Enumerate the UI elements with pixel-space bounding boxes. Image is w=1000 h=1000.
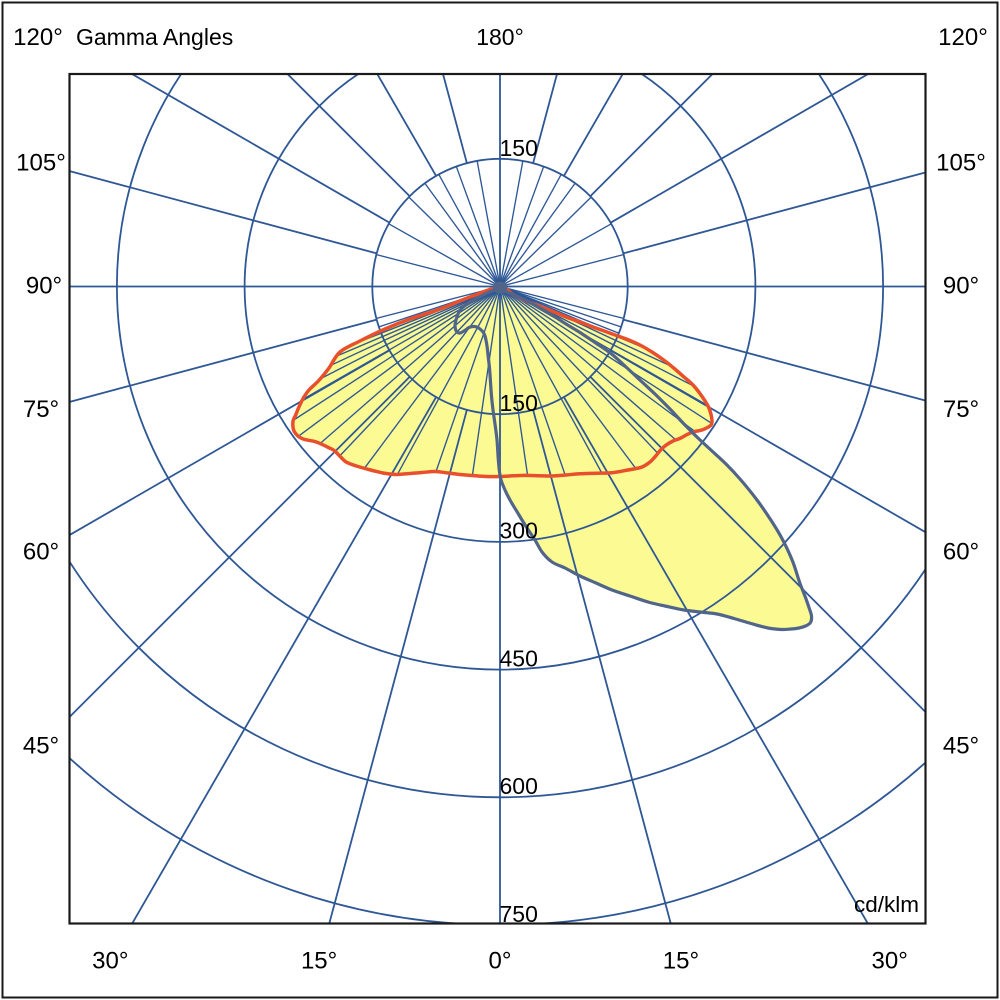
- svg-text:75°: 75°: [23, 396, 59, 423]
- svg-text:30°: 30°: [92, 948, 128, 975]
- svg-text:150: 150: [500, 135, 538, 161]
- svg-text:120°: 120°: [13, 24, 63, 51]
- svg-text:105°: 105°: [936, 149, 986, 176]
- svg-text:90°: 90°: [26, 273, 62, 300]
- svg-text:120°: 120°: [938, 24, 988, 51]
- svg-text:105°: 105°: [16, 149, 66, 176]
- svg-text:750: 750: [500, 901, 538, 927]
- svg-text:450: 450: [500, 645, 538, 671]
- svg-text:60°: 60°: [23, 538, 59, 565]
- svg-text:Gamma Angles: Gamma Angles: [76, 24, 233, 50]
- svg-text:0°: 0°: [489, 948, 512, 975]
- svg-text:600: 600: [500, 773, 538, 799]
- svg-text:45°: 45°: [23, 733, 59, 760]
- svg-text:15°: 15°: [301, 948, 337, 975]
- svg-text:180°: 180°: [476, 24, 524, 50]
- svg-text:cd/klm: cd/klm: [854, 892, 919, 917]
- svg-text:75°: 75°: [943, 396, 979, 423]
- svg-text:150: 150: [500, 390, 538, 416]
- svg-text:300: 300: [500, 518, 538, 544]
- svg-text:45°: 45°: [943, 733, 979, 760]
- svg-text:90°: 90°: [943, 273, 979, 300]
- svg-text:30°: 30°: [872, 948, 908, 975]
- svg-text:15°: 15°: [663, 948, 699, 975]
- svg-text:60°: 60°: [943, 538, 979, 565]
